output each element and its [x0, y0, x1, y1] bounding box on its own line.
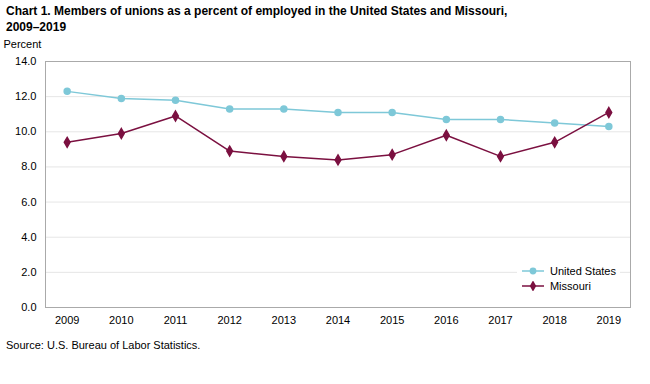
svg-text:10.0: 10.0 — [15, 125, 36, 137]
html-text:2009–2019: 2009–2019 — [6, 19, 67, 34]
svg-text:2016: 2016 — [434, 314, 458, 326]
svg-text:2018: 2018 — [542, 314, 566, 326]
svg-text:6.0: 6.0 — [21, 196, 36, 208]
html-text:Source: U.S. Bureau of Labor S: Source: U.S. Bureau of Labor Statistics. — [6, 339, 201, 352]
svg-text:4.0: 4.0 — [21, 231, 36, 243]
svg-text:2013: 2013 — [272, 314, 296, 326]
html-text:Chart 1. Members of unions as: Chart 1. Members of unions as a percent … — [6, 4, 508, 18]
svg-text:2019: 2019 — [597, 314, 621, 326]
svg-text:2.0: 2.0 — [21, 266, 36, 278]
svg-text:2010: 2010 — [109, 314, 133, 326]
svg-text:14.0: 14.0 — [15, 55, 36, 67]
svg-text:2009: 2009 — [55, 314, 79, 326]
svg-text:2017: 2017 — [488, 314, 512, 326]
svg-text:Percent: Percent — [4, 38, 42, 50]
svg-text:8.0: 8.0 — [21, 161, 36, 173]
svg-text:12.0: 12.0 — [15, 90, 36, 102]
html-text:United States: United States — [550, 265, 616, 278]
svg-text:2015: 2015 — [380, 314, 404, 326]
svg-text:2011: 2011 — [164, 314, 188, 326]
svg-text:2012: 2012 — [217, 314, 241, 326]
svg-text:2014: 2014 — [326, 314, 350, 326]
html-text:Missouri: Missouri — [550, 280, 591, 293]
svg-text:0.0: 0.0 — [21, 301, 36, 313]
